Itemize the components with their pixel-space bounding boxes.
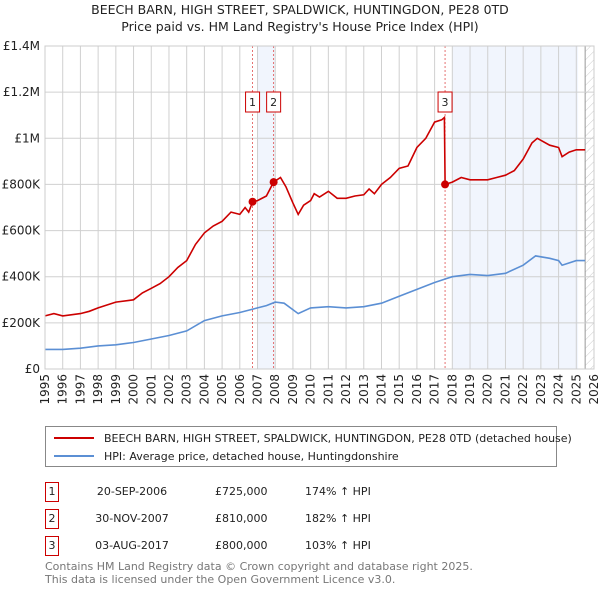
x-tick-label: 2000: [127, 374, 141, 405]
sale-hpi-change: 174% ↑ HPI: [305, 485, 371, 498]
legend-swatch-property: [54, 437, 94, 439]
y-tick-label: £1.4M: [3, 39, 40, 53]
sale-point: [441, 180, 450, 189]
sale-marker-number: 2: [45, 509, 59, 529]
x-tick-label: 2010: [304, 374, 318, 405]
x-tick-label: 2012: [339, 374, 353, 405]
x-tick-label: 1998: [91, 374, 105, 405]
sale-label-box: 1: [245, 91, 261, 113]
x-tick-label: 2006: [233, 374, 247, 405]
x-tick-label: 2021: [499, 374, 513, 405]
sale-marker-number: 1: [45, 482, 59, 502]
sale-label-number: 1: [249, 96, 256, 109]
x-tick-label: 2002: [162, 374, 176, 405]
x-tick-label: 2014: [375, 374, 389, 405]
sale-point: [248, 197, 257, 206]
sale-date: 03-AUG-2017: [95, 539, 169, 552]
sale-price: £800,000: [215, 539, 268, 552]
y-tick-label: £600K: [2, 224, 42, 238]
x-tick-label: 2025: [569, 374, 583, 405]
x-tick-label: 2005: [215, 374, 229, 405]
legend-label-hpi: HPI: Average price, detached house, Hunt…: [104, 449, 399, 463]
x-tick-label: 2004: [197, 374, 211, 405]
sale-label-border: [437, 91, 453, 113]
footer-copyright: Contains HM Land Registry data © Crown c…: [45, 560, 473, 573]
x-tick-label: 2026: [587, 374, 600, 405]
y-tick-label: £200K: [2, 316, 42, 330]
hpi-series-line: [45, 255, 586, 351]
shaded-region: [257, 46, 276, 369]
legend: BEECH BARN, HIGH STREET, SPALDWICK, HUNT…: [45, 426, 572, 467]
x-tick-label: 2003: [180, 374, 194, 405]
plot-border: [44, 45, 595, 370]
y-tick-label: £0: [25, 362, 40, 376]
sale-label-number: 2: [270, 96, 277, 109]
sale-price: £810,000: [215, 512, 268, 525]
sale-hpi-change: 103% ↑ HPI: [305, 539, 371, 552]
x-tick-label: 2016: [410, 374, 424, 405]
sale-point: [269, 178, 278, 187]
x-tick-label: 2001: [144, 374, 158, 405]
sale-label-number: 3: [442, 96, 449, 109]
x-tick-label: 2013: [357, 374, 371, 405]
legend-label-property: BEECH BARN, HIGH STREET, SPALDWICK, HUNT…: [104, 431, 572, 445]
chart-title: BEECH BARN, HIGH STREET, SPALDWICK, HUNT…: [91, 2, 509, 17]
x-tick-label: 2017: [428, 374, 442, 405]
sale-hpi-change: 182% ↑ HPI: [305, 512, 371, 525]
x-tick-label: 1999: [109, 374, 123, 405]
x-tick-label: 2015: [392, 374, 406, 405]
chart-subtitle: Price paid vs. HM Land Registry's House …: [121, 19, 479, 34]
shaded-region: [452, 46, 579, 369]
x-tick-label: 2020: [481, 374, 495, 405]
sale-marker-number: 3: [45, 536, 59, 556]
x-tick-label: 2018: [445, 374, 459, 405]
x-tick-label: 2011: [321, 374, 335, 405]
sale-date: 20-SEP-2006: [96, 485, 168, 498]
x-tick-label: 2007: [251, 374, 265, 405]
forecast-hatch: [585, 46, 594, 369]
x-tick-label: 1997: [73, 374, 87, 405]
x-tick-label: 1996: [56, 374, 70, 405]
line-chart: 1995 1996 1997 1998 1999 2000 2001 2002 2003 2004…: [2, 39, 600, 405]
x-tick-label: 2019: [463, 374, 477, 405]
x-tick-label: 2024: [552, 374, 566, 405]
x-tick-label: 2022: [516, 374, 530, 405]
x-tick-label: 2023: [534, 374, 548, 405]
y-tick-label: £400K: [2, 270, 42, 284]
sale-label-border: [266, 91, 282, 113]
y-tick-label: £800K: [2, 177, 42, 191]
x-tick-label: 2008: [268, 374, 282, 405]
sale-date: 30-NOV-2007: [95, 512, 169, 525]
sale-label-border: [245, 91, 261, 113]
x-tick-label: 2009: [286, 374, 300, 405]
legend-swatch-hpi: [54, 455, 94, 457]
property-series-line: [44, 115, 586, 317]
y-tick-label: £1M: [14, 131, 40, 145]
sale-price: £725,000: [215, 485, 268, 498]
footer-licence: This data is licensed under the Open Gov…: [45, 573, 396, 586]
sale-label-box: 2: [266, 91, 282, 113]
sale-label-box: 3: [437, 91, 453, 113]
x-tick-label: 1995: [38, 374, 52, 405]
y-tick-label: £1.2M: [3, 85, 40, 99]
